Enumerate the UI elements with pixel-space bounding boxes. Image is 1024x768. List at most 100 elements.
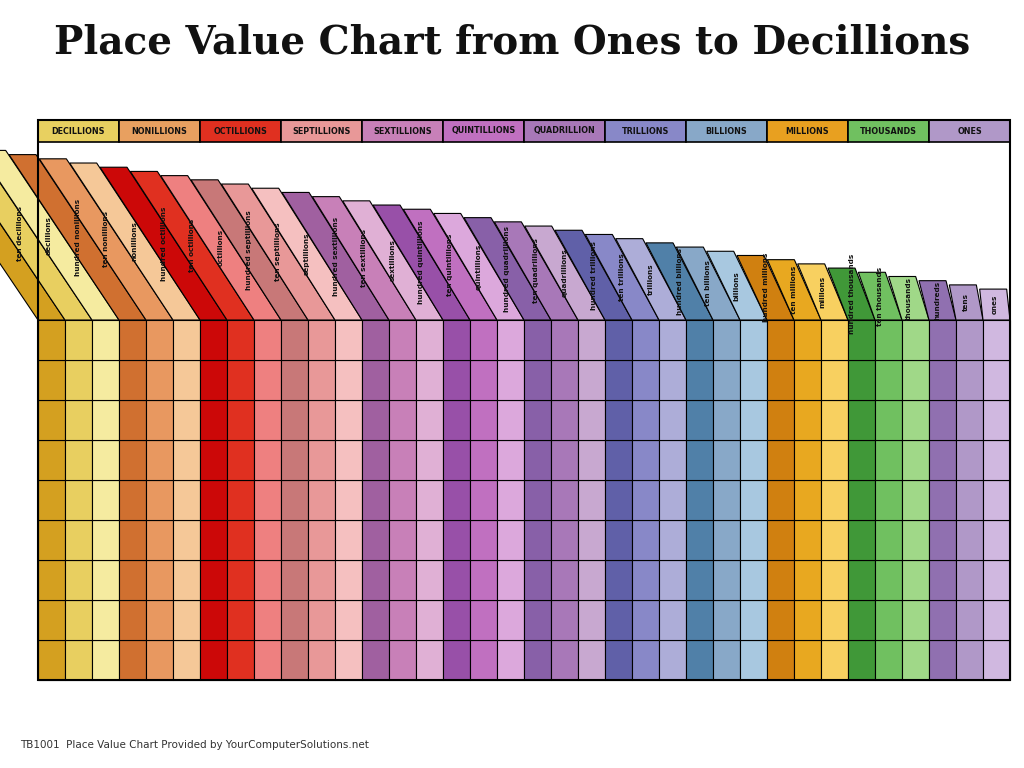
Bar	[497, 560, 524, 600]
Bar	[254, 440, 281, 480]
Bar	[848, 320, 874, 360]
Bar	[200, 520, 227, 560]
Bar	[713, 400, 740, 440]
Bar	[173, 320, 200, 360]
Bar	[902, 480, 929, 520]
Text: hundred quadrillions: hundred quadrillions	[505, 226, 511, 312]
Bar	[686, 480, 713, 520]
Bar	[38, 600, 65, 640]
Bar	[38, 320, 65, 360]
Text: ten quadrillions: ten quadrillions	[534, 239, 540, 303]
Bar	[416, 520, 443, 560]
Polygon shape	[373, 205, 470, 320]
Bar	[902, 600, 929, 640]
Text: ten billions: ten billions	[706, 260, 711, 306]
Bar	[281, 560, 308, 600]
Bar	[92, 400, 119, 440]
Bar	[470, 560, 497, 600]
Bar	[848, 120, 929, 142]
Bar	[956, 320, 983, 360]
Bar	[902, 640, 929, 680]
Text: hundred thousands: hundred thousands	[849, 254, 854, 334]
Bar	[578, 400, 605, 440]
Bar	[389, 640, 416, 680]
Bar	[119, 440, 146, 480]
Text: NONILLIONS: NONILLIONS	[131, 127, 187, 135]
Bar	[929, 480, 956, 520]
Bar	[605, 440, 632, 480]
Bar	[983, 640, 1010, 680]
Bar	[443, 120, 524, 142]
Bar	[767, 480, 794, 520]
Bar	[119, 480, 146, 520]
Bar	[929, 120, 1010, 142]
Bar	[578, 520, 605, 560]
Bar	[443, 320, 470, 360]
Bar	[335, 400, 362, 440]
Bar	[65, 480, 92, 520]
Bar	[200, 120, 281, 142]
Bar	[227, 480, 254, 520]
Text: ten septillions: ten septillions	[275, 223, 282, 281]
Bar	[119, 400, 146, 440]
Polygon shape	[434, 214, 524, 320]
Bar	[173, 440, 200, 480]
Bar	[848, 560, 874, 600]
Bar	[497, 360, 524, 400]
Bar	[902, 400, 929, 440]
Bar	[308, 600, 335, 640]
Bar	[821, 320, 848, 360]
Text: BILLIONS: BILLIONS	[706, 127, 748, 135]
Bar	[956, 520, 983, 560]
Bar	[416, 320, 443, 360]
Bar	[119, 120, 200, 142]
Bar	[551, 480, 578, 520]
Bar	[956, 400, 983, 440]
Bar	[605, 360, 632, 400]
Text: hundred billions: hundred billions	[677, 248, 683, 315]
Bar	[254, 360, 281, 400]
Bar	[254, 520, 281, 560]
Bar	[227, 320, 254, 360]
Bar	[551, 640, 578, 680]
Text: TB1001  Place Value Chart Provided by YourComputerSolutions.net: TB1001 Place Value Chart Provided by You…	[20, 740, 369, 750]
Bar	[92, 560, 119, 600]
Bar	[767, 320, 794, 360]
Bar	[632, 320, 659, 360]
Bar	[308, 520, 335, 560]
Bar	[524, 520, 551, 560]
Bar	[767, 440, 794, 480]
Bar	[740, 520, 767, 560]
Bar	[335, 480, 362, 520]
Bar	[983, 360, 1010, 400]
Bar	[848, 440, 874, 480]
Bar	[146, 520, 173, 560]
Bar	[119, 640, 146, 680]
Bar	[848, 360, 874, 400]
Polygon shape	[949, 285, 983, 320]
Text: SEPTILLIONS: SEPTILLIONS	[292, 127, 350, 135]
Bar	[605, 600, 632, 640]
Polygon shape	[676, 247, 740, 320]
Bar	[686, 560, 713, 600]
Bar	[173, 520, 200, 560]
Bar	[92, 360, 119, 400]
Bar	[767, 640, 794, 680]
Bar	[740, 400, 767, 440]
Bar	[632, 640, 659, 680]
Bar	[227, 400, 254, 440]
Polygon shape	[737, 256, 794, 320]
Bar	[281, 360, 308, 400]
Bar	[416, 560, 443, 600]
Bar	[443, 560, 470, 600]
Polygon shape	[130, 171, 254, 320]
Bar	[578, 360, 605, 400]
Bar	[308, 640, 335, 680]
Bar	[767, 120, 848, 142]
Bar	[956, 560, 983, 600]
Text: sextillions: sextillions	[390, 240, 396, 281]
Bar	[929, 400, 956, 440]
Text: hundred millions: hundred millions	[763, 253, 768, 323]
Polygon shape	[464, 217, 551, 320]
Text: ones: ones	[992, 295, 997, 314]
